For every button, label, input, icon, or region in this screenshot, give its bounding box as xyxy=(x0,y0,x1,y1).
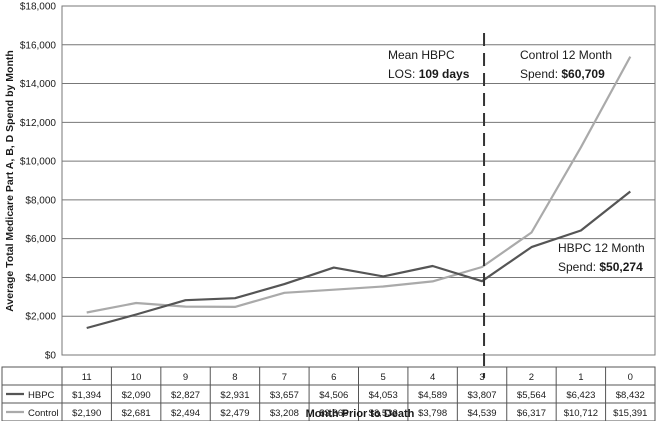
data-label: $8,432 xyxy=(616,390,645,401)
data-label: $2,827 xyxy=(171,390,200,401)
mean-los-annotation: Mean HBPC LOS: 109 days xyxy=(388,48,470,81)
x-tick-label: 9 xyxy=(183,372,188,383)
data-label: $3,208 xyxy=(270,408,299,419)
data-label: $3,533 xyxy=(369,408,398,419)
x-tick-label: 11 xyxy=(82,372,92,383)
data-label: $2,090 xyxy=(122,390,151,401)
data-label: $2,494 xyxy=(171,408,200,419)
data-label: $2,931 xyxy=(220,390,249,401)
x-tick-label: 6 xyxy=(331,372,336,383)
series-line-hbpc xyxy=(86,190,631,330)
data-label: $2,479 xyxy=(220,408,249,419)
control-spend-annotation: Control 12 Month Spend: $60,709 xyxy=(520,48,615,81)
series-line-control xyxy=(86,56,632,314)
data-label: $2,681 xyxy=(122,408,151,419)
legend-label-hbpc: HBPC xyxy=(28,390,55,401)
x-tick-label: 5 xyxy=(381,372,386,383)
y-tick-label: $8,000 xyxy=(25,195,56,206)
y-tick-label: $6,000 xyxy=(25,234,56,245)
x-tick-label: 8 xyxy=(232,372,237,383)
data-label: $4,053 xyxy=(369,390,398,401)
y-tick-label: $14,000 xyxy=(20,79,57,90)
x-tick-label: 3 xyxy=(479,372,484,383)
data-label: $4,539 xyxy=(468,408,497,419)
y-tick-label: $4,000 xyxy=(25,273,56,284)
data-label: $6,317 xyxy=(517,408,546,419)
y-axis-label: Average Total Medicare Part A, B, D Spen… xyxy=(4,50,16,312)
x-tick-label: 0 xyxy=(628,372,633,383)
series-lines xyxy=(86,56,632,330)
data-label: $4,506 xyxy=(319,390,348,401)
data-label: $15,391 xyxy=(613,408,647,419)
data-label: $1,394 xyxy=(72,390,101,401)
data-label: $4,589 xyxy=(418,390,447,401)
x-tick-label: 4 xyxy=(430,372,435,383)
gridlines xyxy=(62,44,655,317)
data-label: $3,798 xyxy=(418,408,447,419)
y-tick-label: $16,000 xyxy=(20,40,57,51)
y-tick-label: $10,000 xyxy=(20,157,57,168)
y-tick-label: $12,000 xyxy=(20,118,57,129)
x-axis-label: Month Prior to Death xyxy=(306,408,415,420)
data-label: $10,712 xyxy=(564,408,598,419)
data-label: $5,564 xyxy=(517,390,546,401)
x-tick-label: 2 xyxy=(529,372,534,383)
hbpc-spend-annotation: HBPC 12 Month Spend: $50,274 xyxy=(558,241,648,274)
x-tick-label: 1 xyxy=(578,372,583,383)
data-label: $2,190 xyxy=(72,408,101,419)
x-tick-label: 10 xyxy=(131,372,142,383)
y-tick-label: $0 xyxy=(45,351,57,362)
data-label: $3,657 xyxy=(270,390,299,401)
data-label: $3,366 xyxy=(319,408,348,419)
data-label: $6,423 xyxy=(566,390,595,401)
legend-label-control: Control xyxy=(28,408,59,419)
y-tick-label: $18,000 xyxy=(20,2,57,13)
plot-area xyxy=(61,5,656,356)
x-tick-label: 7 xyxy=(282,372,287,383)
y-tick-label: $2,000 xyxy=(25,312,56,323)
data-label: $3,807 xyxy=(468,390,497,401)
y-axis-ticks: $0 $2,000 $4,000 $6,000 $8,000 $10,000 $12,000… xyxy=(20,2,57,362)
